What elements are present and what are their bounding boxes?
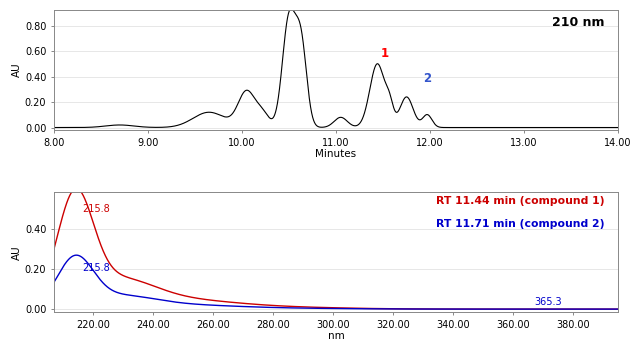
Text: 2: 2 [424,72,432,85]
X-axis label: Minutes: Minutes [316,149,356,159]
Text: RT 11.44 min (compound 1): RT 11.44 min (compound 1) [436,196,604,206]
Y-axis label: AU: AU [12,63,22,78]
Text: 210 nm: 210 nm [552,16,604,29]
Y-axis label: AU: AU [12,245,22,260]
X-axis label: nm: nm [328,331,344,341]
Text: 365.3: 365.3 [534,297,562,308]
Text: 215.8: 215.8 [82,263,110,273]
Text: 1: 1 [381,47,389,60]
Text: 215.8: 215.8 [82,204,110,214]
Text: RT 11.71 min (compound 2): RT 11.71 min (compound 2) [436,219,604,229]
